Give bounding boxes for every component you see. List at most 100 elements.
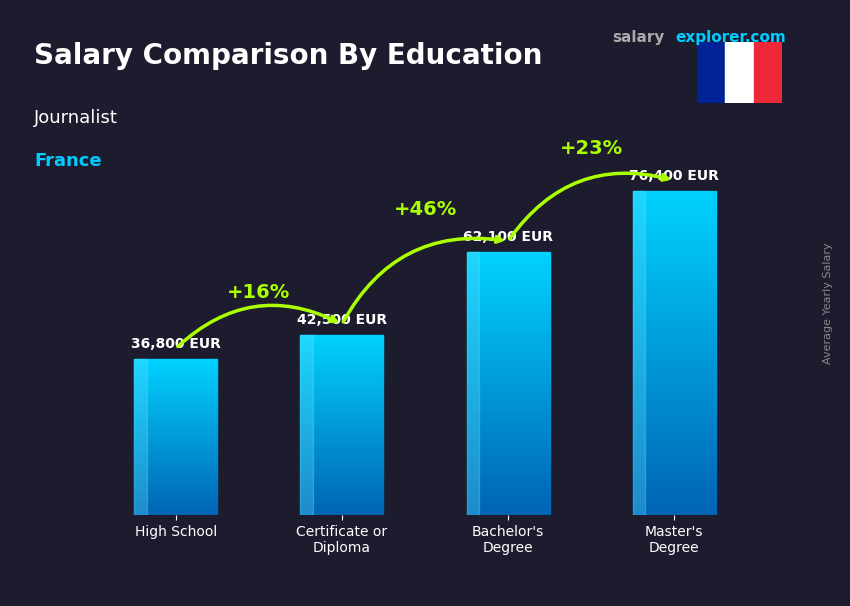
Bar <box>300 436 383 438</box>
Bar <box>632 457 716 460</box>
Bar <box>632 489 716 493</box>
Bar <box>632 402 716 405</box>
Bar <box>134 448 218 450</box>
Bar <box>632 347 716 350</box>
Bar <box>134 481 218 482</box>
Bar <box>632 246 716 249</box>
Bar <box>632 369 716 373</box>
Bar <box>467 460 550 462</box>
Bar <box>134 420 218 421</box>
Bar <box>467 255 550 257</box>
Bar <box>632 359 716 363</box>
Bar <box>134 453 218 454</box>
Bar <box>300 434 383 436</box>
Bar <box>467 423 550 425</box>
Bar <box>632 395 716 398</box>
Bar <box>134 385 218 387</box>
Bar <box>300 405 383 407</box>
Bar <box>467 288 550 291</box>
Bar <box>134 437 218 439</box>
Bar <box>632 411 716 415</box>
Bar <box>300 504 383 506</box>
Text: 42,500 EUR: 42,500 EUR <box>297 313 387 327</box>
Bar <box>300 430 383 432</box>
Bar <box>300 467 383 468</box>
Bar <box>300 385 383 387</box>
Bar <box>467 262 550 265</box>
Bar <box>300 472 383 474</box>
Bar <box>134 415 218 417</box>
Bar <box>134 384 218 385</box>
Bar <box>632 344 716 347</box>
Bar <box>300 491 383 493</box>
Bar <box>134 390 218 391</box>
Bar <box>467 368 550 370</box>
Bar <box>134 509 218 510</box>
Bar <box>467 291 550 294</box>
Bar <box>134 439 218 440</box>
Bar <box>467 468 550 470</box>
Bar <box>134 399 218 401</box>
Bar <box>134 447 218 448</box>
Bar <box>632 311 716 314</box>
Bar <box>134 406 218 407</box>
Bar <box>467 431 550 433</box>
Bar <box>300 470 383 472</box>
Bar <box>300 396 383 398</box>
Bar <box>134 450 218 451</box>
Bar <box>300 448 383 450</box>
Bar <box>632 450 716 453</box>
Bar <box>134 442 218 444</box>
Bar <box>467 304 550 307</box>
Bar <box>467 462 550 465</box>
Bar <box>467 336 550 339</box>
Bar <box>134 398 218 399</box>
Bar <box>134 468 218 470</box>
Text: salary: salary <box>612 30 665 45</box>
Bar <box>134 407 218 409</box>
Bar <box>300 367 383 369</box>
Bar <box>632 463 716 467</box>
Bar <box>467 381 550 384</box>
Bar <box>300 481 383 482</box>
Bar <box>467 428 550 431</box>
Bar <box>134 391 218 393</box>
Bar <box>134 426 218 428</box>
Bar <box>632 253 716 256</box>
Bar <box>632 334 716 337</box>
Bar <box>134 423 218 425</box>
Bar <box>134 498 218 499</box>
Bar <box>632 502 716 505</box>
Bar <box>300 501 383 502</box>
Bar <box>300 456 383 458</box>
Bar <box>134 425 218 426</box>
Bar <box>467 491 550 494</box>
Bar <box>467 457 550 460</box>
Bar <box>300 408 383 410</box>
Bar <box>134 461 218 462</box>
Bar <box>467 441 550 444</box>
Bar <box>134 365 218 367</box>
Bar <box>632 486 716 489</box>
Bar <box>632 298 716 301</box>
Bar <box>300 488 383 490</box>
Bar <box>467 399 550 402</box>
Bar <box>134 367 218 368</box>
Bar <box>300 410 383 412</box>
Bar <box>300 510 383 511</box>
Bar <box>300 371 383 373</box>
Bar <box>134 459 218 461</box>
Bar <box>134 458 218 459</box>
Bar <box>134 474 218 476</box>
Bar <box>467 331 550 333</box>
Bar <box>134 381 218 382</box>
Bar <box>467 436 550 439</box>
Bar <box>300 362 383 364</box>
Bar <box>300 342 383 344</box>
Bar <box>300 384 383 385</box>
Bar <box>134 368 218 370</box>
Bar <box>632 441 716 444</box>
Text: France: France <box>34 152 102 170</box>
Bar <box>467 294 550 296</box>
Bar <box>134 451 218 453</box>
